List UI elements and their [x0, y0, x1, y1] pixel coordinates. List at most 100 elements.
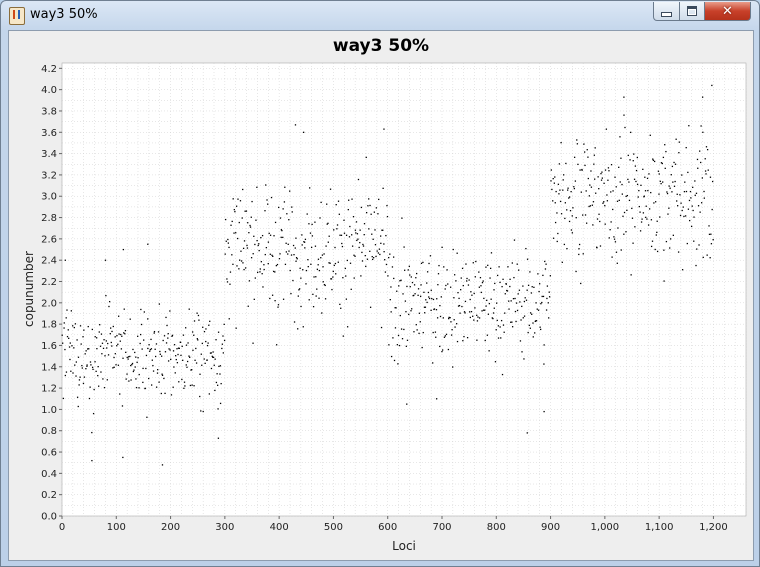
data-point — [486, 334, 489, 336]
data-point — [258, 243, 260, 245]
data-point — [543, 363, 545, 365]
maximize-button[interactable] — [679, 2, 705, 21]
data-point — [475, 260, 477, 263]
data-point — [415, 277, 417, 279]
data-point — [403, 246, 405, 248]
data-point — [221, 347, 223, 350]
data-point — [454, 326, 456, 328]
data-point — [501, 285, 503, 288]
data-point — [212, 356, 214, 358]
data-point — [653, 202, 655, 204]
data-point — [697, 205, 700, 207]
data-point — [615, 251, 618, 253]
data-point — [676, 193, 678, 195]
title-bar[interactable]: way3 50% ✕ — [1, 1, 759, 29]
data-point — [554, 221, 557, 224]
data-point — [429, 255, 432, 257]
data-point — [618, 166, 620, 168]
data-point — [428, 297, 431, 300]
data-point — [464, 300, 467, 303]
data-point — [483, 297, 485, 300]
data-point — [158, 303, 161, 305]
data-point — [584, 164, 586, 167]
data-point — [551, 188, 553, 191]
data-point — [635, 169, 638, 172]
data-point — [148, 377, 150, 380]
data-point — [661, 162, 663, 165]
data-point — [418, 312, 421, 314]
data-point — [354, 255, 356, 257]
data-point — [135, 378, 137, 380]
data-point — [461, 305, 463, 308]
data-point — [320, 201, 322, 204]
data-point — [111, 330, 113, 333]
data-point — [363, 223, 366, 225]
data-point — [193, 320, 196, 322]
data-point — [140, 308, 142, 311]
data-point — [80, 343, 82, 345]
data-point — [70, 370, 72, 372]
data-point — [540, 328, 542, 331]
data-point — [132, 348, 134, 351]
data-point — [203, 358, 205, 360]
data-point — [608, 170, 610, 172]
data-point — [250, 216, 252, 218]
data-point — [281, 229, 283, 232]
data-point — [699, 211, 701, 213]
data-point — [228, 246, 230, 249]
data-point — [130, 364, 132, 367]
data-point — [185, 344, 188, 346]
y-tick-label: 1.2 — [41, 384, 57, 395]
data-point — [147, 347, 149, 350]
data-point — [470, 291, 472, 293]
data-point — [360, 206, 363, 209]
data-point — [565, 162, 567, 165]
data-point — [460, 289, 462, 291]
data-point — [448, 317, 450, 320]
data-point — [406, 403, 408, 405]
data-point — [552, 200, 554, 202]
data-point — [619, 181, 621, 183]
data-point — [120, 348, 123, 350]
data-point — [348, 236, 351, 238]
data-point — [462, 340, 464, 342]
data-point — [305, 283, 307, 285]
data-point — [369, 306, 372, 308]
data-point — [504, 293, 506, 295]
data-point — [159, 353, 161, 355]
data-point — [87, 325, 89, 328]
data-point — [595, 192, 597, 194]
data-point — [644, 190, 647, 192]
data-point — [351, 245, 354, 247]
data-point — [404, 269, 406, 271]
data-point — [442, 317, 444, 319]
data-point — [644, 176, 646, 178]
data-point — [140, 323, 143, 326]
data-point — [131, 362, 134, 365]
data-point — [664, 144, 666, 146]
data-point — [614, 176, 616, 178]
x-tick-label: 800 — [487, 522, 506, 533]
data-point — [603, 201, 605, 203]
java-cup-icon[interactable] — [9, 7, 25, 25]
data-point — [124, 329, 127, 332]
data-point — [403, 328, 405, 331]
y-tick-label: 1.4 — [41, 362, 57, 373]
data-point — [333, 264, 335, 267]
data-point — [339, 234, 341, 236]
close-button[interactable]: ✕ — [704, 2, 751, 21]
data-point — [309, 232, 312, 234]
data-point — [91, 431, 93, 434]
data-point — [70, 310, 73, 312]
data-point — [663, 280, 665, 282]
data-point — [679, 194, 681, 196]
data-point — [610, 221, 612, 223]
data-point — [449, 286, 452, 288]
data-point — [112, 325, 114, 328]
minimize-button[interactable] — [653, 2, 680, 21]
data-point — [130, 379, 132, 381]
data-point — [75, 361, 77, 363]
data-point — [315, 276, 317, 278]
data-point — [249, 226, 252, 228]
data-point — [116, 345, 118, 347]
